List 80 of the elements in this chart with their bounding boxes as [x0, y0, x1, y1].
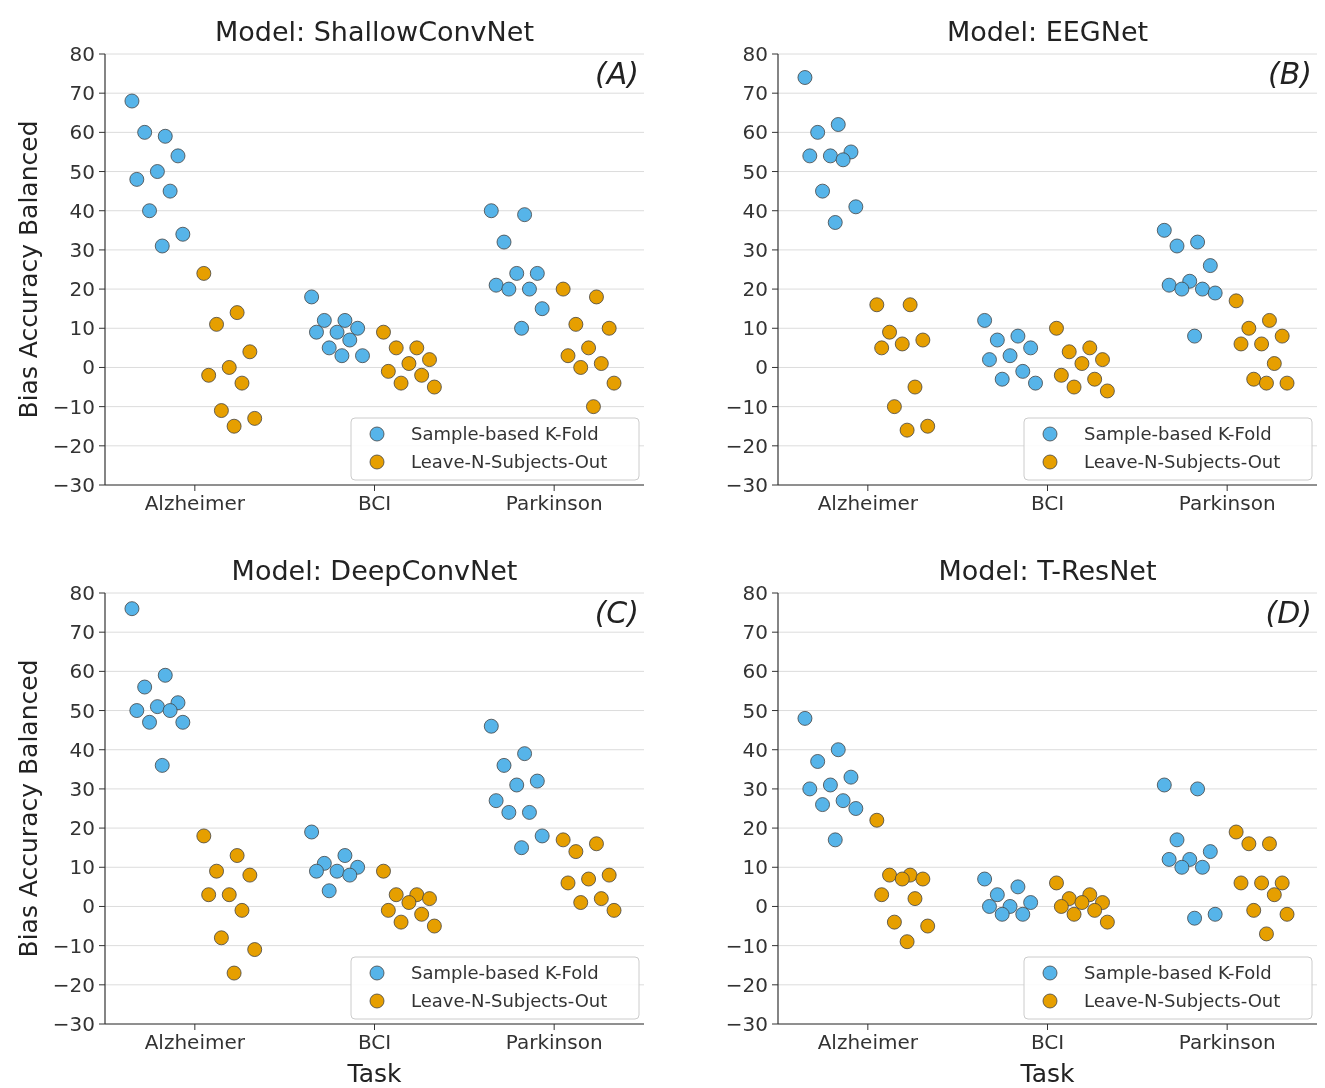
y-tick-label: 30 — [69, 237, 95, 262]
y-tick-label: 50 — [69, 698, 95, 723]
y-tick-label: 70 — [742, 620, 768, 645]
y-tick-label: −30 — [725, 473, 768, 497]
y-tick-label: 80 — [742, 581, 768, 605]
y-tick-label: 10 — [69, 316, 95, 341]
y-tick-label: −10 — [725, 394, 768, 419]
y-tick-label: 10 — [742, 316, 768, 341]
y-tick-label: 50 — [742, 159, 768, 184]
y-tick-label: 10 — [69, 855, 95, 880]
x-axis-title: Task — [1019, 1059, 1075, 1088]
y-tick-label: −10 — [725, 933, 768, 958]
y-tick-label: 60 — [742, 659, 768, 684]
y-tick-label: −10 — [52, 394, 95, 419]
x-tick-label: Alzheimer — [817, 491, 919, 515]
x-tick-label: Alzheimer — [144, 1030, 246, 1054]
y-tick-label: 70 — [742, 81, 768, 106]
legend-label: Leave-N-Subjects-Out — [1084, 451, 1281, 473]
y-tick-label: 30 — [69, 776, 95, 801]
x-tick-label: Parkinson — [505, 491, 603, 515]
legend-label: Leave-N-Subjects-Out — [1084, 990, 1281, 1012]
y-tick-label: 30 — [742, 776, 768, 801]
legend-label: Sample-based K-Fold — [1084, 962, 1272, 984]
y-tick-label: −30 — [52, 473, 95, 497]
y-tick-label: 70 — [69, 81, 95, 106]
legend-label: Sample-based K-Fold — [411, 423, 599, 445]
annotation: (D) — [1265, 595, 1312, 630]
annotation: (B) — [1268, 56, 1312, 91]
legend-label: Sample-based K-Fold — [411, 962, 599, 984]
y-tick-label: 40 — [742, 737, 768, 762]
y-tick-label: −20 — [52, 433, 95, 458]
y-tick-label: 20 — [69, 816, 95, 841]
y-tick-label: 0 — [82, 894, 95, 919]
chart-title: Model: EEGNet — [946, 16, 1149, 47]
x-tick-label: BCI — [1030, 491, 1065, 515]
y-tick-label: −20 — [725, 433, 768, 458]
x-tick-label: Parkinson — [1178, 491, 1276, 515]
y-tick-label: 80 — [69, 581, 95, 605]
x-tick-label: Parkinson — [505, 1030, 603, 1054]
y-tick-label: 60 — [742, 120, 768, 145]
y-tick-label: 0 — [755, 355, 768, 380]
y-tick-label: 40 — [742, 198, 768, 223]
x-axis-title: Task — [346, 1059, 402, 1088]
y-tick-label: 50 — [742, 698, 768, 723]
y-tick-label: 40 — [69, 737, 95, 762]
y-tick-label: −20 — [52, 972, 95, 997]
y-tick-label: 20 — [742, 816, 768, 841]
y-tick-label: 50 — [69, 159, 95, 184]
annotation: (A) — [595, 56, 639, 91]
y-tick-label: −30 — [725, 1012, 768, 1036]
x-tick-label: BCI — [357, 1030, 392, 1054]
chart-title: Model: DeepConvNet — [231, 555, 518, 586]
y-tick-label: 70 — [69, 620, 95, 645]
y-axis-title: Bias Accuracy Balanced — [14, 659, 43, 958]
x-tick-label: Alzheimer — [817, 1030, 919, 1054]
chart-title: Model: ShallowConvNet — [214, 16, 535, 47]
x-tick-label: BCI — [357, 491, 392, 515]
y-tick-label: 30 — [742, 237, 768, 262]
y-tick-label: 60 — [69, 120, 95, 145]
x-tick-label: Alzheimer — [144, 491, 246, 515]
y-tick-label: 10 — [742, 855, 768, 880]
legend-label: Leave-N-Subjects-Out — [411, 990, 608, 1012]
x-tick-label: Parkinson — [1178, 1030, 1276, 1054]
y-tick-label: 80 — [69, 42, 95, 66]
y-tick-label: 20 — [69, 277, 95, 302]
y-tick-label: 60 — [69, 659, 95, 684]
y-tick-label: −20 — [725, 972, 768, 997]
y-tick-label: −10 — [52, 933, 95, 958]
y-tick-label: 0 — [82, 355, 95, 380]
y-tick-label: 20 — [742, 277, 768, 302]
annotation: (C) — [594, 595, 639, 630]
legend-label: Sample-based K-Fold — [1084, 423, 1272, 445]
y-tick-label: −30 — [52, 1012, 95, 1036]
x-tick-label: BCI — [1030, 1030, 1065, 1054]
legend-label: Leave-N-Subjects-Out — [411, 451, 608, 473]
y-axis-title: Bias Accuracy Balanced — [14, 120, 43, 419]
y-tick-label: 40 — [69, 198, 95, 223]
y-tick-label: 80 — [742, 42, 768, 66]
chart-title: Model: T-ResNet — [938, 555, 1157, 586]
y-tick-label: 0 — [755, 894, 768, 919]
